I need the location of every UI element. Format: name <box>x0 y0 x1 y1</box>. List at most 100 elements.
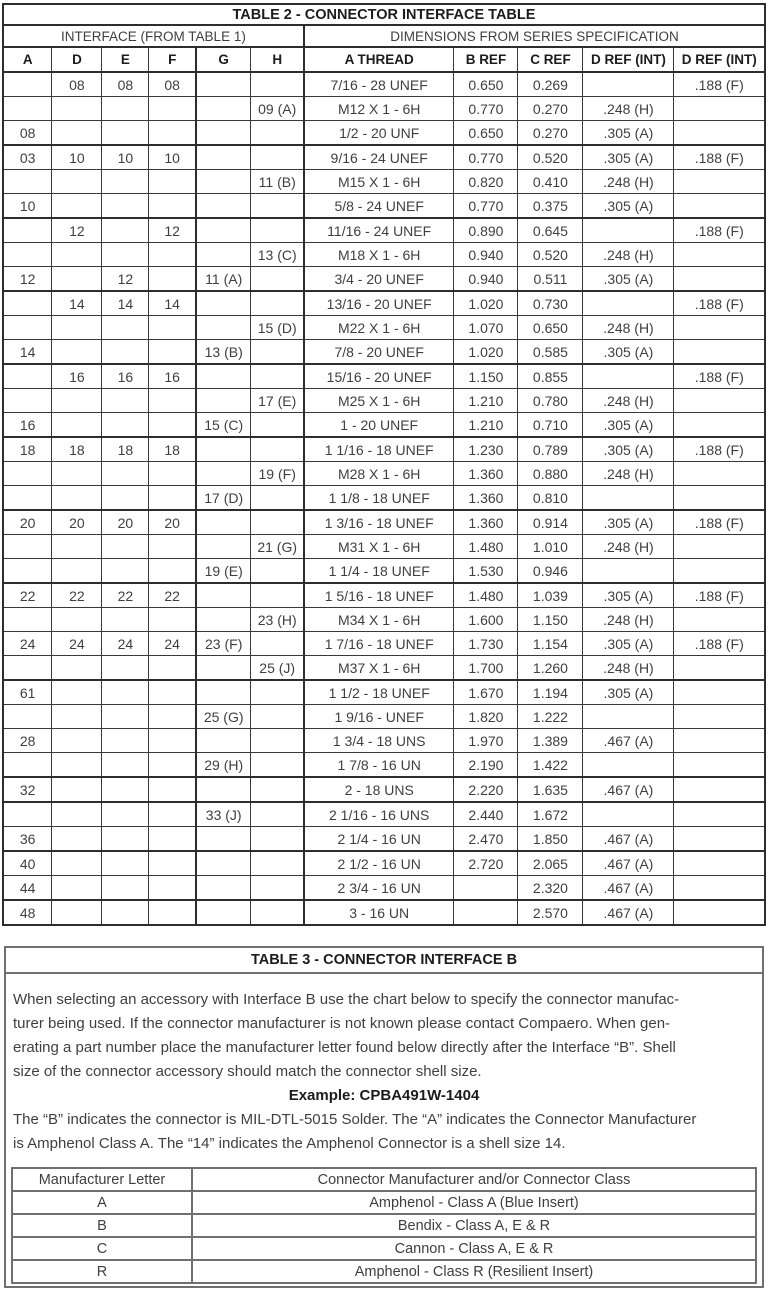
table-cell: 0.946 <box>517 558 584 584</box>
table-cell: .305 (A) <box>582 266 675 292</box>
table-cell <box>101 850 150 876</box>
table-cell <box>673 339 766 365</box>
table-cell: M37 X 1 - 6H <box>302 655 455 681</box>
table-cell <box>101 752 150 778</box>
table-cell <box>148 339 197 365</box>
table-cell <box>51 96 103 121</box>
table-cell <box>250 193 305 219</box>
table-cell: M12 X 1 - 6H <box>302 96 455 121</box>
column-header-f: F <box>148 46 197 73</box>
table-cell <box>148 534 197 559</box>
table-row: 61 1 1/2 - 18 UNEF 1.670 1.194.305 (A) <box>2 679 766 705</box>
table-cell <box>194 71 252 97</box>
table-cell <box>2 752 53 778</box>
table-cell <box>148 776 197 803</box>
table-cell: M25 X 1 - 6H <box>302 388 455 413</box>
table-cell: 18 <box>148 436 197 462</box>
table-cell: 1.360 <box>453 461 519 486</box>
table-cell: 5/8 - 24 UNEF <box>302 193 455 219</box>
table-cell <box>51 655 103 681</box>
table-cell: .248 (H) <box>582 96 675 121</box>
table-cell: 9/16 - 24 UNEF <box>302 144 455 170</box>
table-cell <box>51 826 103 852</box>
table-cell <box>101 412 150 438</box>
table-cell: 16 <box>51 363 103 389</box>
paragraph-line: erating a part number place the manufact… <box>13 1039 676 1056</box>
table-cell: 20 <box>148 509 197 535</box>
table-cell: M31 X 1 - 6H <box>302 534 455 559</box>
table-cell: 13/16 - 20 UNEF <box>302 290 455 316</box>
table-cell <box>194 875 252 901</box>
table-cell <box>194 96 252 121</box>
table-cell <box>2 461 53 486</box>
table-cell: 1.422 <box>517 752 584 778</box>
table-cell: 20 <box>101 509 150 535</box>
table-row: 12 12 11 (A) 3/4 - 20 UNEF 0.940 0.511.305 (A… <box>2 266 766 292</box>
table-cell <box>148 899 197 926</box>
table-cell <box>194 582 252 608</box>
manufacturer-letter-table: Manufacturer Letter Connector Manufactur… <box>11 1167 757 1284</box>
table-cell: M22 X 1 - 6H <box>302 315 455 340</box>
table-cell <box>673 728 766 753</box>
table-row: 15 (D) M22 X 1 - 6H 1.070 0.650.248 (H) <box>2 315 766 340</box>
table-cell <box>250 704 305 729</box>
table-cell: 2.065 <box>517 850 584 876</box>
table-row: 48 3 - 16 UN 2.570.467 (A) <box>2 899 766 926</box>
table-row: 11 (B) M15 X 1 - 6H 0.820 0.410.248 (H) <box>2 169 766 194</box>
table-cell <box>148 242 197 267</box>
table-cell: 14 <box>101 290 150 316</box>
table-row: 19 (F) M28 X 1 - 6H 1.360 0.880.248 (H) <box>2 461 766 486</box>
table-cell: .248 (H) <box>582 169 675 194</box>
table-cell <box>250 679 305 705</box>
column-header-manufacturer-letter: Manufacturer Letter <box>11 1167 193 1192</box>
table-cell: .248 (H) <box>582 388 675 413</box>
paragraph-line: When selecting an accessory with Interfa… <box>13 991 680 1008</box>
table-cell <box>250 144 305 170</box>
table-cell: 18 <box>51 436 103 462</box>
table-cell: 11 (B) <box>250 169 305 194</box>
table-cell: 0.710 <box>517 412 584 438</box>
table-cell: 14 <box>148 290 197 316</box>
table-cell <box>250 339 305 365</box>
table-cell <box>194 120 252 146</box>
table-cell <box>453 899 519 926</box>
table-row: INTERFACE (FROM TABLE 1) DIMENSIONS FROM… <box>2 24 766 48</box>
table-cell <box>51 679 103 705</box>
table-cell <box>250 826 305 852</box>
table-cell <box>51 169 103 194</box>
table-cell <box>673 704 766 729</box>
table-cell: 1.230 <box>453 436 519 462</box>
table-cell <box>250 631 305 656</box>
table-cell <box>582 704 675 729</box>
table-cell <box>148 704 197 729</box>
table-cell <box>51 266 103 292</box>
table-cell: 0.730 <box>517 290 584 316</box>
table-cell: 12 <box>51 217 103 243</box>
column-header-a-thread: A THREAD <box>302 46 455 73</box>
table-cell: 22 <box>101 582 150 608</box>
table-cell <box>673 679 766 705</box>
table-cell <box>250 558 305 584</box>
table-cell <box>194 607 252 632</box>
table-cell: 0.650 <box>453 120 519 146</box>
table-cell: R <box>11 1259 193 1284</box>
table-cell: 1.020 <box>453 339 519 365</box>
table-cell: .305 (A) <box>582 509 675 535</box>
table-cell: 1 7/8 - 16 UN <box>302 752 455 778</box>
table-cell: M18 X 1 - 6H <box>302 242 455 267</box>
table-cell <box>2 363 53 389</box>
table-cell: 19 (F) <box>250 461 305 486</box>
table-cell: 0.789 <box>517 436 584 462</box>
document-page: TABLE 2 - CONNECTOR INTERFACE TABLE INTE… <box>0 3 768 1288</box>
table-cell <box>101 120 150 146</box>
table-row: 08 1/2 - 20 UNF 0.650 0.270.305 (A) <box>2 120 766 146</box>
table-cell: 15/16 - 20 UNEF <box>302 363 455 389</box>
table-cell: 13 (B) <box>194 339 252 365</box>
table-cell: 2.470 <box>453 826 519 852</box>
table-cell: .467 (A) <box>582 728 675 753</box>
table-cell: 0.770 <box>453 96 519 121</box>
table-cell: .305 (A) <box>582 679 675 705</box>
table-cell: 22 <box>51 582 103 608</box>
table-cell <box>194 461 252 486</box>
table-cell: 03 <box>2 144 53 170</box>
